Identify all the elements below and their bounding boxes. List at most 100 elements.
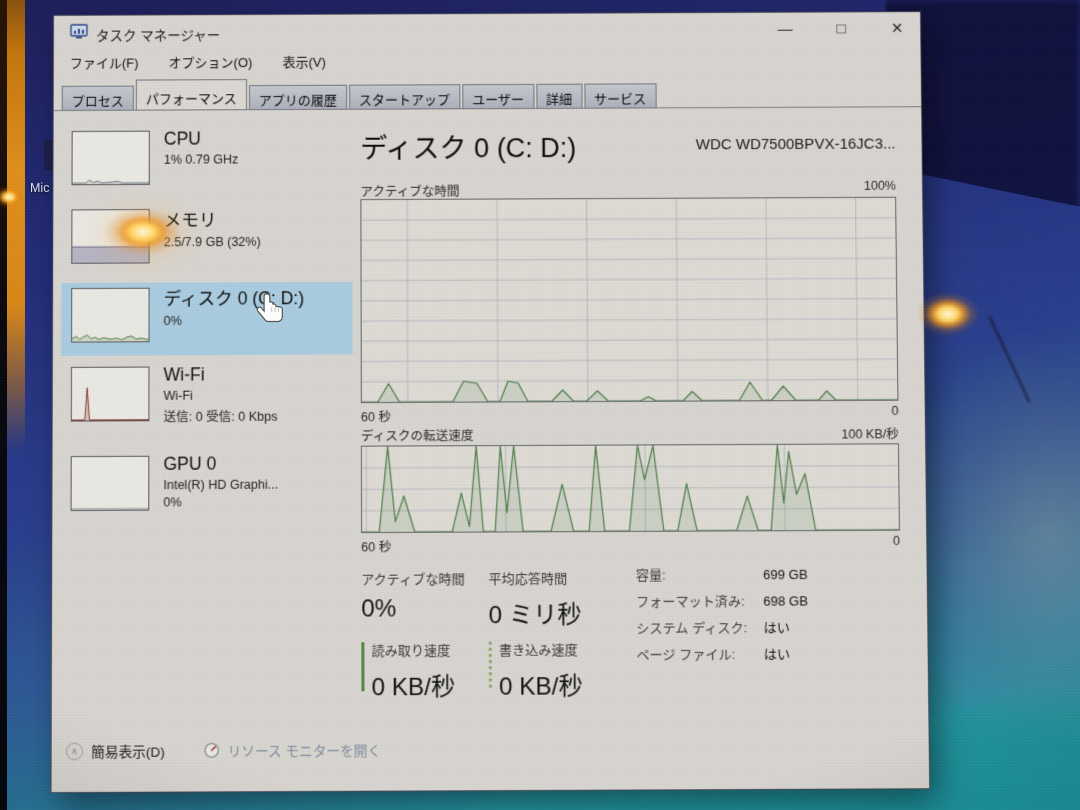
tab-5[interactable]: 詳細 — [535, 83, 583, 109]
chart-max-label: 100 KB/秒 — [841, 427, 899, 442]
detail-label: システム ディスク: — [636, 620, 748, 636]
stat-3: 書き込み速度 0 KB/秒 — [488, 639, 583, 702]
tab-6[interactable]: サービス — [583, 83, 657, 109]
cpu-text: CPU 1% 0.79 GHz — [164, 127, 239, 198]
sidebar-item-gpu[interactable]: GPU 0 Intel(R) HD Graphi... 0% — [60, 450, 353, 535]
footer-bar: ∧ 簡易表示(D) リソース モニターを開く — [65, 739, 381, 761]
disk0-title: ディスク 0 (C: D:) — [163, 288, 305, 309]
collapse-circle-icon: ∧ — [65, 742, 84, 760]
menu-item-1[interactable]: オプション(O) — [168, 55, 253, 71]
maximize-button[interactable]: □ — [836, 19, 846, 37]
transfer-rate-chart-header: ディスクの転送速度 100 KB/秒 — [361, 423, 899, 445]
detail-label: ページ ファイル: — [636, 646, 736, 663]
dotted-bar — [488, 641, 492, 691]
disk0-text: ディスク 0 (C: D:) 0% — [164, 284, 305, 355]
wifi-thumbnail-graph — [70, 366, 150, 422]
detail-label: 容量: — [635, 567, 666, 583]
disk-detail-pane: ディスク 0 (C: D:) WDC WD7500BPVX-16JC3... ア… — [358, 106, 904, 768]
cpu-thumbnail-graph — [71, 130, 150, 186]
screen-reflection-line — [988, 315, 1031, 404]
axis-right-label: 0 — [892, 533, 901, 549]
transfer-rate-chart-axis: 60 秒 0 — [361, 534, 900, 556]
axis-left-label: 60 秒 — [360, 410, 391, 425]
chart-title: アクティブな時間 — [360, 184, 460, 200]
glare-glint-edge — [0, 186, 24, 208]
detail-row-3: ページ ファイル: はい — [636, 643, 808, 670]
menu-item-2[interactable]: 表示(V) — [282, 54, 326, 70]
simple-view-label: 簡易表示(D) — [91, 744, 165, 761]
stat-value: 0% — [361, 595, 397, 623]
tab-1[interactable]: パフォーマンス — [135, 79, 247, 111]
disk-details-list: 容量: 699 GB フォーマット済み: 698 GB システム ディスク: はい ページ … — [636, 564, 809, 671]
gpu-line-0: Intel(R) HD Graphi... — [163, 477, 279, 493]
sidebar-item-wifi[interactable]: Wi-Fi Wi-Fi 送信: 0 受信: 0 Kbps — [61, 361, 353, 445]
stat-label: 読み取り速度 — [371, 642, 451, 659]
close-button[interactable]: ✕ — [890, 20, 904, 38]
stat-1: 平均応答時間 0 ミリ秒 — [488, 568, 581, 631]
detail-value: 699 GB — [763, 566, 808, 583]
wifi-title: Wi-Fi — [163, 364, 205, 385]
detail-row-0: 容量: 699 GB — [636, 564, 808, 591]
detail-label: フォーマット済み: — [636, 593, 745, 610]
cpu-line-0: 1% 0.79 GHz — [163, 152, 239, 167]
gpu-line-1: 0% — [163, 495, 182, 510]
tab-3[interactable]: スタートアップ — [348, 84, 461, 110]
simple-view-button[interactable]: ∧ 簡易表示(D) — [65, 740, 165, 761]
memory-thumbnail-graph — [71, 209, 150, 264]
chart-max-label: 100% — [863, 178, 897, 193]
stat-0: アクティブな時間 0% — [361, 568, 465, 624]
gpu-title: GPU 0 — [163, 453, 217, 474]
disk-header: ディスク 0 (C: D:) WDC WD7500BPVX-16JC3... — [360, 124, 895, 166]
active-time-chart — [360, 196, 899, 404]
transfer-rate-chart — [360, 443, 900, 534]
detail-value: はい — [763, 646, 791, 662]
wifi-text: Wi-Fi Wi-Fi 送信: 0 受信: 0 Kbps — [163, 363, 277, 445]
menu-bar: ファイル(F) オプション(O) 表示(V) — [70, 52, 326, 77]
memory-line-0: 2.5/7.9 GB (32%) — [163, 234, 261, 250]
tab-strip: プロセス パフォーマンス アプリの履歴 スタートアップ ユーザー 詳細 サービス — [53, 76, 922, 112]
disk-stats: アクティブな時間 0% 平均応答時間 0 ミリ秒読み取り速度 0 KB/秒 書き込み速度 0… — [361, 566, 904, 763]
open-resource-monitor-link[interactable]: リソース モニターを開く — [203, 739, 381, 760]
solid-bar — [361, 642, 365, 692]
minimize-button[interactable]: — — [777, 20, 793, 38]
stat-label: 平均応答時間 — [488, 570, 568, 587]
title-bar[interactable]: タスク マネージャー — □ ✕ — [54, 12, 921, 50]
menu-item-0[interactable]: ファイル(F) — [69, 55, 139, 71]
cpu-title: CPU — [163, 128, 201, 149]
gpu-text: GPU 0 Intel(R) HD Graphi... 0% — [163, 452, 278, 534]
glare-spot-right — [916, 292, 980, 336]
disk0-thumbnail-graph — [71, 287, 150, 343]
task-manager-window: タスク マネージャー — □ ✕ ファイル(F) オプション(O) 表示(V) プロ… — [51, 12, 930, 793]
stat-value: 0 KB/秒 — [498, 672, 583, 701]
screen-bezel-edge — [0, 0, 7, 810]
stat-value: 0 ミリ秒 — [488, 601, 582, 630]
disk-model-label: WDC WD7500BPVX-16JC3... — [695, 135, 896, 154]
stat-value: 0 KB/秒 — [371, 673, 456, 702]
performance-sidebar: CPU 1% 0.79 GHz メモリ 2.5/7.9 GB (32%) ディスク 0 … — [60, 125, 353, 541]
tab-0[interactable]: プロセス — [61, 85, 134, 111]
speedometer-icon — [203, 742, 219, 758]
sidebar-item-memory[interactable]: メモリ 2.5/7.9 GB (32%) — [61, 203, 352, 277]
screen-reflection-shape — [937, 550, 1080, 710]
tab-2[interactable]: アプリの履歴 — [248, 84, 347, 111]
tab-4[interactable]: ユーザー — [462, 83, 535, 110]
desktop-icon-label: Mic — [30, 181, 50, 195]
axis-right-label: 0 — [891, 403, 899, 418]
axis-left-label: 60 秒 — [361, 540, 392, 555]
sidebar-item-cpu[interactable]: CPU 1% 0.79 GHz — [61, 125, 352, 199]
detail-value: はい — [763, 619, 790, 636]
desktop-left-strip — [6, 0, 25, 450]
memory-text: メモリ 2.5/7.9 GB (32%) — [164, 206, 261, 277]
stat-label: 書き込み速度 — [498, 642, 578, 658]
stat-label: アクティブな時間 — [361, 571, 465, 588]
stat-2: 読み取り速度 0 KB/秒 — [361, 640, 455, 703]
wifi-line-1: 送信: 0 受信: 0 Kbps — [163, 409, 278, 425]
page-title: ディスク 0 (C: D:) — [360, 132, 577, 164]
detail-row-1: フォーマット済み: 698 GB — [636, 590, 808, 617]
chart-title: ディスクの転送速度 — [360, 428, 474, 444]
memory-title: メモリ — [163, 209, 217, 231]
window-title: タスク マネージャー — [95, 28, 221, 44]
sidebar-item-disk0[interactable]: ディスク 0 (C: D:) 0% — [60, 281, 353, 356]
window-controls: — □ ✕ — [772, 15, 910, 42]
